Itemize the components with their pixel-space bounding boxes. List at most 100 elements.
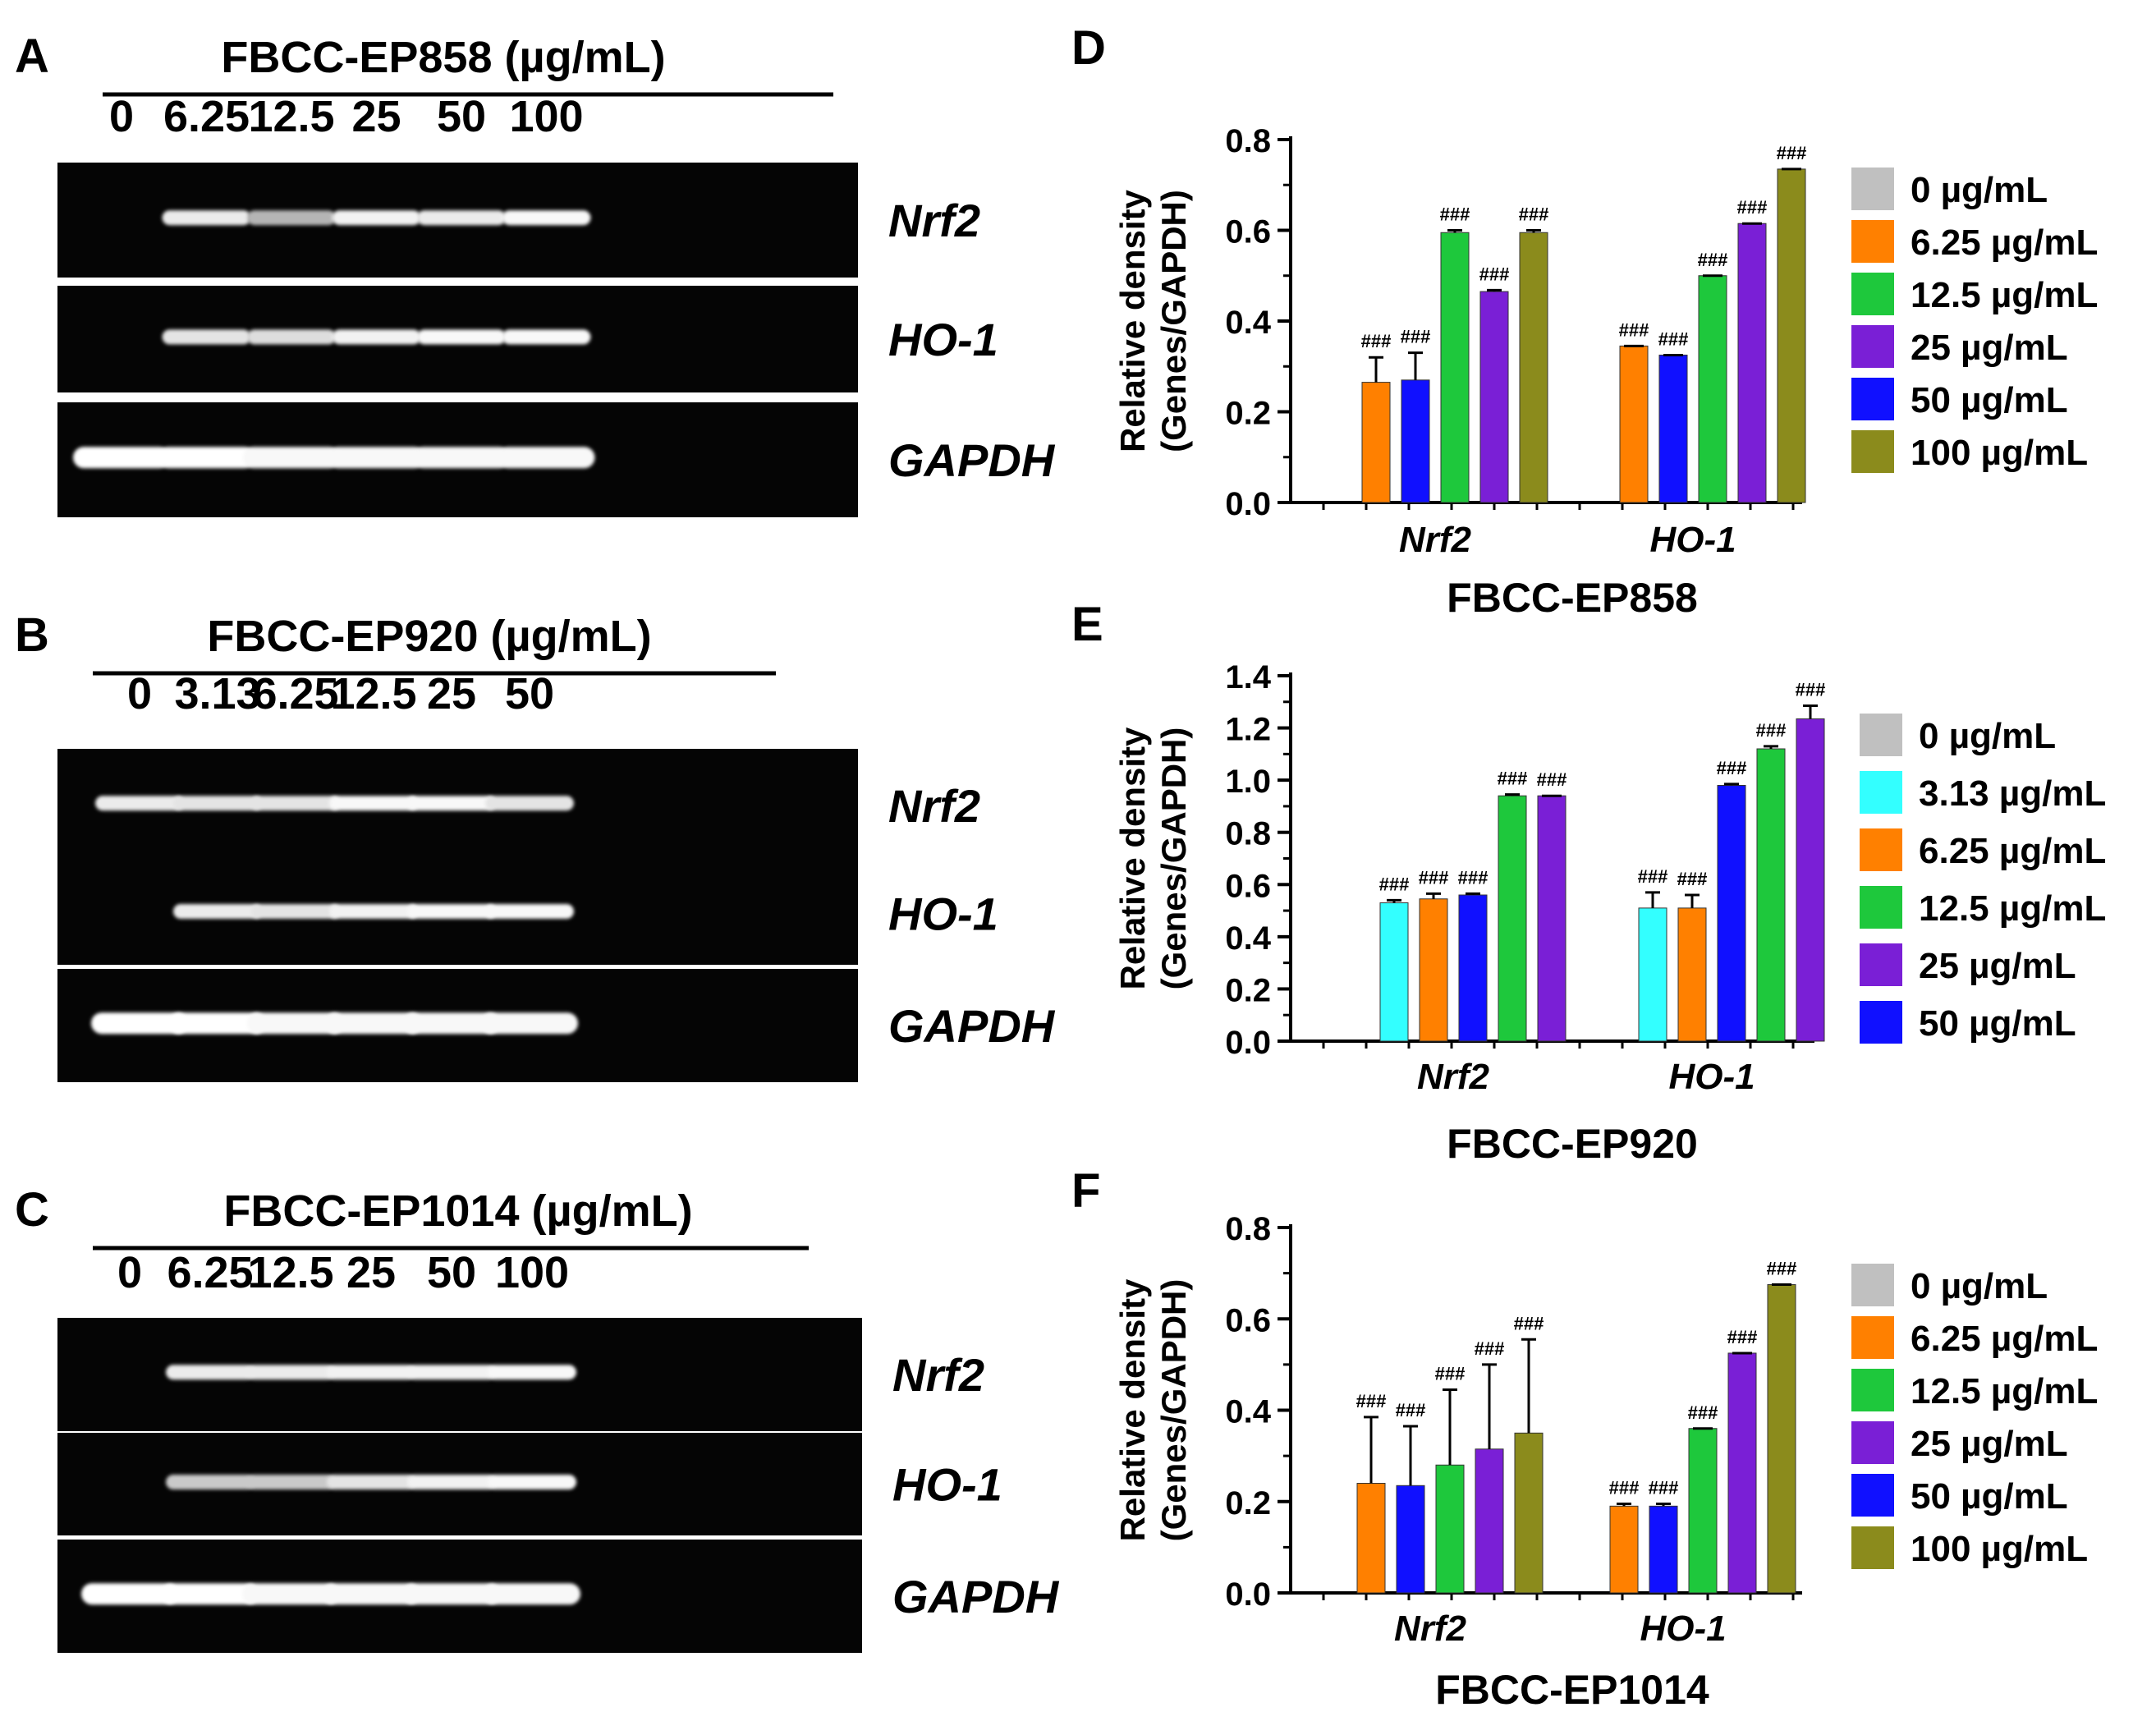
chart-title: FBCC-EP858 — [1447, 575, 1698, 621]
lane-label: 0 — [109, 92, 134, 141]
gel-row-label: HO-1 — [888, 888, 998, 940]
bar-chart-e: E 0.0 0.2 0.4 0.6 0.8 1.0 1.2 1.4 Relative densit… — [1071, 598, 2106, 1167]
bar-chart-f: F 0.0 0.2 0.4 0.6 0.8 Relative density (Genes/G… — [1071, 1164, 2098, 1713]
legend-swatch — [1860, 828, 1902, 871]
bar-ho-1-series-5: ### — [1777, 143, 1806, 503]
gel-band — [251, 796, 340, 811]
gel-band — [329, 796, 418, 811]
legend-swatch — [1851, 378, 1894, 420]
significance-label: ### — [1537, 769, 1567, 790]
lane-label: 25 — [346, 1248, 396, 1297]
bar-ho-1-series-3: ### — [1698, 250, 1728, 503]
gel-band — [417, 210, 506, 226]
gel-row-label: GAPDH — [892, 1571, 1060, 1622]
legend-swatch — [1851, 1526, 1894, 1569]
gel-band — [407, 796, 496, 811]
y-tick-label: 0.0 — [1225, 486, 1271, 522]
bar-nrf2-series-5: ### — [1514, 1313, 1544, 1594]
legend-label: 25 µg/mL — [1919, 946, 2076, 986]
bar-nrf2-series-1: ### — [1356, 1391, 1387, 1594]
gel-row-label: GAPDH — [888, 434, 1056, 486]
significance-label: ### — [1698, 250, 1728, 270]
gel-band — [323, 1583, 420, 1605]
significance-label: ### — [1796, 680, 1826, 700]
legend-label: 50 µg/mL — [1911, 1476, 2068, 1517]
x-category-label: HO-1 — [1640, 1609, 1726, 1649]
gel-band — [243, 447, 340, 469]
bar-ho-1-series-2: ### — [1658, 328, 1688, 503]
gel-band — [407, 1365, 496, 1380]
bar — [1498, 795, 1527, 1042]
bar — [1356, 1483, 1386, 1594]
y-axis-title-units: (Genes/GAPDH) — [1154, 1279, 1193, 1542]
lane-label: 100 — [509, 92, 583, 141]
bar-ho-1-series-3: ### — [1717, 758, 1747, 1042]
legend-label: 12.5 µg/mL — [1919, 888, 2106, 929]
gel-band — [169, 1012, 266, 1035]
legend-label: 0 µg/mL — [1911, 170, 2048, 210]
bar — [1677, 907, 1707, 1042]
legend-label: 100 µg/mL — [1911, 433, 2088, 473]
legend-label: 50 µg/mL — [1919, 1003, 2076, 1044]
significance-label: ### — [1356, 1391, 1387, 1411]
bar — [1717, 785, 1746, 1042]
lane-label: 50 — [437, 92, 486, 141]
bar-chart-d: D 0.0 0.2 0.4 0.6 0.8 Relative density (Genes/G… — [1071, 21, 2098, 621]
legend-swatch — [1851, 273, 1894, 315]
gel-band — [242, 1583, 339, 1605]
gel-band — [95, 796, 184, 811]
bar-ho-1-series-2: ### — [1677, 869, 1708, 1042]
gel-row-label: Nrf2 — [892, 1349, 984, 1401]
legend-label: 100 µg/mL — [1911, 1529, 2088, 1569]
bar — [1688, 1428, 1718, 1594]
significance-label: ### — [1677, 869, 1708, 889]
bar — [1514, 1432, 1544, 1594]
gel-band — [407, 1475, 496, 1489]
gel-band — [485, 796, 574, 811]
bar-ho-1-series-1: ### — [1638, 866, 1667, 1042]
gel-band — [498, 447, 595, 469]
panel-letter: A — [15, 30, 49, 83]
gel-band — [162, 329, 251, 345]
lane-label: 50 — [505, 669, 554, 718]
y-axis-title: Relative density — [1113, 1278, 1152, 1541]
y-tick-label: 0.4 — [1225, 1394, 1271, 1430]
legend-swatch — [1851, 430, 1894, 473]
bar — [1396, 1485, 1425, 1594]
lane-label: 12.5 — [248, 92, 334, 141]
gel-band — [332, 210, 421, 226]
legend-label: 0 µg/mL — [1911, 1266, 2048, 1306]
legend-swatch — [1851, 168, 1894, 210]
gel-row-nrf2 — [57, 163, 858, 278]
bar-nrf2-series-4: ### — [1475, 1338, 1505, 1594]
significance-label: ### — [1609, 1478, 1640, 1498]
significance-label: ### — [1717, 758, 1747, 778]
x-category-label: HO-1 — [1649, 520, 1736, 560]
legend-swatch — [1860, 1001, 1902, 1044]
bar — [1756, 748, 1786, 1042]
y-tick-label: 0.4 — [1225, 920, 1271, 957]
legend-label: 6.25 µg/mL — [1911, 1319, 2098, 1359]
gel-band — [81, 1583, 178, 1605]
y-tick-label: 0.4 — [1225, 305, 1271, 341]
bar-ho-1-series-5: ### — [1767, 1259, 1796, 1594]
gel-band — [246, 1475, 335, 1489]
gel-band — [327, 1475, 415, 1489]
significance-label: ### — [1440, 204, 1470, 225]
lane-label: 0 — [127, 669, 152, 718]
lane-label: 12.5 — [247, 1248, 333, 1297]
gel-band — [327, 1365, 415, 1380]
significance-label: ### — [1619, 319, 1649, 340]
y-tick-label: 0.2 — [1225, 972, 1271, 1008]
significance-label: ### — [1475, 1338, 1505, 1359]
legend: 0 µg/mL 6.25 µg/mL 12.5 µg/mL 25 µg/mL 50 µg… — [1851, 1264, 2098, 1569]
gel-row-label: Nrf2 — [888, 195, 980, 246]
gel-row-label: GAPDH — [888, 1000, 1056, 1052]
legend-label: 50 µg/mL — [1911, 380, 2068, 420]
bar-ho-1-series-3: ### — [1688, 1402, 1718, 1594]
lane-label: 3.13 — [174, 669, 260, 718]
